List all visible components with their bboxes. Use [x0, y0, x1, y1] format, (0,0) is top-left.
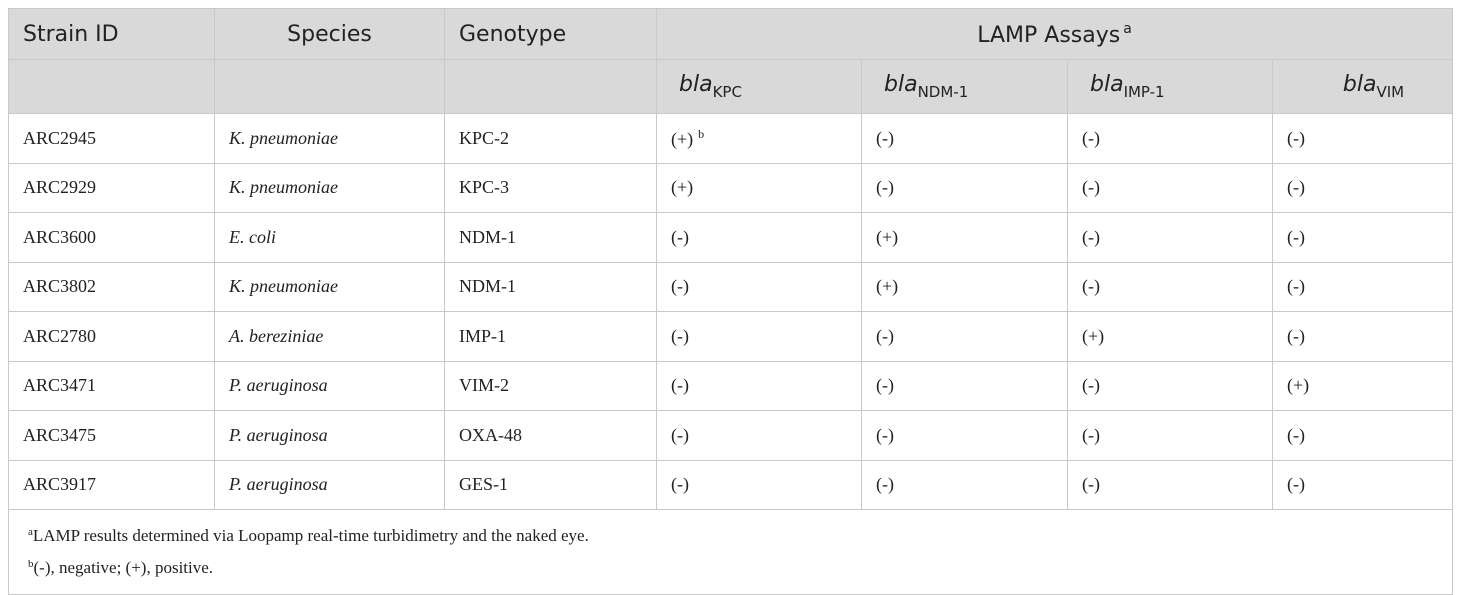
result-cell-vim: (-): [1271, 261, 1454, 312]
table-row: ARC3802 K. pneumoniae NDM-1 (-) (+) (-) …: [8, 261, 1454, 312]
result-cell-vim: (-): [1271, 410, 1454, 461]
header-gene-ndm1: blaNDM-1: [861, 59, 1068, 114]
strain-id-cell: ARC2945: [8, 113, 215, 164]
genotype-cell: VIM-2: [444, 360, 657, 411]
result-cell-ndm1: (+): [861, 261, 1068, 312]
result-cell-ndm1: (-): [861, 459, 1068, 510]
result-cell-vim: (-): [1271, 459, 1454, 510]
strain-id-cell: ARC3600: [8, 212, 215, 263]
gene-subscript: KPC: [712, 83, 742, 101]
species-cell: P. aeruginosa: [214, 360, 445, 411]
table-row: ARC3475 P. aeruginosa OXA-48 (-) (-) (-)…: [8, 410, 1454, 461]
strain-id-cell: ARC2780: [8, 311, 215, 362]
result-cell-ndm1: (-): [861, 360, 1068, 411]
gene-prefix: bla: [884, 72, 918, 97]
genotype-cell: IMP-1: [444, 311, 657, 362]
table-row: ARC2780 A. bereziniae IMP-1 (-) (-) (+) …: [8, 311, 1454, 362]
header-empty-species: [214, 59, 445, 114]
result-value: (+): [671, 128, 694, 149]
genotype-cell: KPC-3: [444, 162, 657, 213]
lamp-results-table: Strain ID Species Genotype LAMP Assays a …: [7, 8, 1454, 595]
species-cell: P. aeruginosa: [214, 459, 445, 510]
header-empty-strain: [8, 59, 215, 114]
header-empty-genotype: [444, 59, 657, 114]
genotype-cell: NDM-1: [444, 261, 657, 312]
result-cell-imp1: (-): [1067, 459, 1273, 510]
result-cell-kpc: (+) b: [656, 113, 862, 164]
result-cell-imp1: (-): [1067, 360, 1273, 411]
header-lamp-assays: LAMP Assays a: [655, 8, 1454, 60]
footnote-mark: a: [28, 526, 33, 538]
result-cell-kpc: (-): [656, 261, 862, 312]
header-row-2: blaKPC blaNDM-1 blaIMP-1 blaVIM: [8, 59, 1454, 114]
species-cell: K. pneumoniae: [214, 113, 445, 164]
results-table-container: Strain ID Species Genotype LAMP Assays a …: [7, 8, 1454, 595]
footnotes-cell: aLAMP results determined via Loopamp rea…: [7, 509, 1454, 595]
footnote-b: b(-), negative; (+), positive.: [23, 550, 1438, 582]
genotype-cell: OXA-48: [444, 410, 657, 461]
table-row: ARC3600 E. coli NDM-1 (-) (+) (-) (-): [8, 212, 1454, 263]
species-cell: E. coli: [214, 212, 445, 263]
result-cell-imp1: (+): [1067, 311, 1273, 362]
footnote-a: aLAMP results determined via Loopamp rea…: [23, 518, 1438, 550]
header-species: Species: [214, 8, 445, 60]
footnote-mark: b: [28, 558, 34, 570]
species-cell: K. pneumoniae: [214, 261, 445, 312]
result-cell-kpc: (-): [656, 410, 862, 461]
header-gene-kpc: blaKPC: [656, 59, 862, 114]
species-cell: A. bereziniae: [214, 311, 445, 362]
header-gene-imp1: blaIMP-1: [1067, 59, 1273, 114]
result-cell-imp1: (-): [1067, 212, 1273, 263]
result-cell-kpc: (-): [656, 459, 862, 510]
lamp-assays-label: LAMP Assays: [977, 22, 1121, 48]
genotype-cell: GES-1: [444, 459, 657, 510]
result-cell-imp1: (-): [1067, 410, 1273, 461]
result-cell-imp1: (-): [1067, 261, 1273, 312]
header-genotype: Genotype: [444, 8, 657, 60]
genotype-cell: NDM-1: [444, 212, 657, 263]
result-cell-ndm1: (+): [861, 212, 1068, 263]
species-cell: K. pneumoniae: [214, 162, 445, 213]
header-strain-id: Strain ID: [8, 8, 215, 60]
genotype-cell: KPC-2: [444, 113, 657, 164]
strain-id-cell: ARC3917: [8, 459, 215, 510]
header-gene-vim: blaVIM: [1271, 59, 1454, 114]
result-cell-ndm1: (-): [861, 162, 1068, 213]
header-row-1: Strain ID Species Genotype LAMP Assays a: [8, 8, 1454, 60]
footnote-text: (-), negative; (+), positive.: [33, 558, 214, 577]
footnotes-row: aLAMP results determined via Loopamp rea…: [7, 509, 1454, 595]
gene-prefix: bla: [679, 72, 713, 97]
strain-id-cell: ARC3802: [8, 261, 215, 312]
species-cell: P. aeruginosa: [214, 410, 445, 461]
gene-subscript: IMP-1: [1123, 83, 1165, 101]
gene-subscript: VIM: [1376, 83, 1405, 101]
result-cell-ndm1: (-): [861, 113, 1068, 164]
gene-prefix: bla: [1342, 72, 1377, 97]
footnote-text: LAMP results determined via Loopamp real…: [32, 526, 589, 545]
result-footnote-mark: b: [698, 126, 705, 141]
lamp-assays-footnote-mark: a: [1123, 20, 1132, 37]
result-cell-vim: (-): [1271, 162, 1454, 213]
strain-id-cell: ARC3471: [8, 360, 215, 411]
gene-subscript: NDM-1: [917, 83, 969, 101]
result-cell-kpc: (-): [656, 212, 862, 263]
gene-prefix: bla: [1090, 72, 1124, 97]
table-row: ARC2929 K. pneumoniae KPC-3 (+) (-) (-) …: [8, 162, 1454, 213]
result-cell-vim: (-): [1271, 212, 1454, 263]
table-row: ARC3917 P. aeruginosa GES-1 (-) (-) (-) …: [8, 459, 1454, 510]
result-cell-ndm1: (-): [861, 410, 1068, 461]
result-cell-kpc: (+): [656, 162, 862, 213]
result-cell-vim: (-): [1271, 113, 1454, 164]
table-row: ARC2945 K. pneumoniae KPC-2 (+) b (-) (-)…: [8, 113, 1454, 164]
result-cell-imp1: (-): [1067, 162, 1273, 213]
strain-id-cell: ARC2929: [8, 162, 215, 213]
result-cell-vim: (-): [1271, 311, 1454, 362]
table-row: ARC3471 P. aeruginosa VIM-2 (-) (-) (-) …: [8, 360, 1454, 411]
result-cell-ndm1: (-): [861, 311, 1068, 362]
result-cell-imp1: (-): [1067, 113, 1273, 164]
result-cell-vim: (+): [1271, 360, 1454, 411]
result-cell-kpc: (-): [656, 311, 862, 362]
strain-id-cell: ARC3475: [8, 410, 215, 461]
result-cell-kpc: (-): [656, 360, 862, 411]
